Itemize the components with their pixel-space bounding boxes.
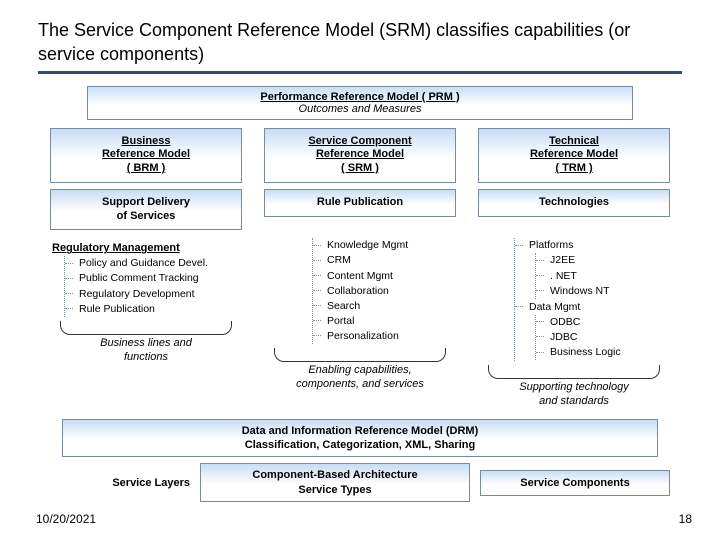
list-item: Business Logic [546,345,670,360]
model-row: Business Reference Model ( BRM ) Support… [50,128,670,231]
brm-bracket [60,321,232,335]
brm-sub-l1: Support Delivery [102,196,190,208]
trm-caption-l2: and standards [539,395,609,407]
trm-column: Technical Reference Model ( TRM ) Techno… [478,128,670,231]
list-item: Public Comment Tracking [75,271,242,286]
slide-title: The Service Component Reference Model (S… [38,18,682,67]
trm-bracket [488,365,660,379]
prm-title: Performance Reference Model ( PRM ) [94,91,626,103]
trm-caption: Supporting technology and standards [478,381,670,409]
srm-sub-box: Rule Publication [264,189,456,217]
brm-caption-l1: Business lines and [100,337,192,349]
trm-group-label: Data Mgmt [529,301,580,313]
drm-l1: Data and Information Reference Model (DR… [242,425,479,437]
trm-list: Platforms J2EE . NET Windows NT Data Mgm… [514,238,670,361]
srm-bracket [274,348,446,362]
diagram-area: Performance Reference Model ( PRM ) Outc… [38,86,682,502]
list-item: ODBC [546,315,670,330]
trm-caption-l1: Supporting technology [519,381,628,393]
list-item: CRM [323,253,456,268]
list-item: Rule Publication [75,302,242,317]
brm-group-title: Regulatory Management [52,242,242,254]
list-item: Platforms J2EE . NET Windows NT [525,238,670,300]
drm-l2: Classification, Categorization, XML, Sha… [245,439,475,451]
prm-subtitle: Outcomes and Measures [94,103,626,115]
srm-sub: Rule Publication [317,196,403,208]
brm-title-l1: Business [122,135,171,147]
brm-sub-l2: of Services [117,210,176,222]
brm-caption-l2: functions [124,351,168,363]
trm-title-l2: Reference Model [530,148,618,160]
trm-sub: Technologies [539,196,609,208]
arch-l2: Service Types [298,484,371,496]
srm-title-l1: Service Component [308,135,411,147]
brm-body: Regulatory Management Policy and Guidanc… [50,238,242,409]
srm-box: Service Component Reference Model ( SRM … [264,128,456,183]
list-item: J2EE [546,253,670,268]
arch-l1: Component-Based Architecture [252,469,417,481]
brm-list: Policy and Guidance Devel. Public Commen… [64,256,242,317]
trm-sub-box: Technologies [478,189,670,217]
service-components-box: Service Components [480,470,670,496]
list-item: Data Mgmt ODBC JDBC Business Logic [525,300,670,362]
list-item: Policy and Guidance Devel. [75,256,242,271]
list-item: . NET [546,269,670,284]
srm-caption-l2: components, and services [296,378,424,390]
srm-column: Service Component Reference Model ( SRM … [264,128,456,231]
footer-date: 10/20/2021 [36,512,96,526]
drm-box: Data and Information Reference Model (DR… [62,419,657,458]
trm-body: Platforms J2EE . NET Windows NT Data Mgm… [478,238,670,409]
list-item: Portal [323,314,456,329]
list-item: Content Mgmt [323,269,456,284]
srm-caption: Enabling capabilities, components, and s… [264,364,456,392]
brm-box: Business Reference Model ( BRM ) [50,128,242,183]
brm-column: Business Reference Model ( BRM ) Support… [50,128,242,231]
architecture-box: Component-Based Architecture Service Typ… [200,463,470,502]
srm-caption-l1: Enabling capabilities, [308,364,411,376]
trm-box: Technical Reference Model ( TRM ) [478,128,670,183]
list-item: Personalization [323,329,456,344]
srm-list: Knowledge Mgmt CRM Content Mgmt Collabor… [312,238,456,344]
list-item: Collaboration [323,284,456,299]
list-item: Search [323,299,456,314]
prm-box: Performance Reference Model ( PRM ) Outc… [87,86,633,120]
trm-title-l3: ( TRM ) [555,162,592,174]
srm-title-l3: ( SRM ) [341,162,379,174]
list-item: Knowledge Mgmt [323,238,456,253]
bottom-row: Service Layers Component-Based Architect… [50,463,670,502]
brm-title-l2: Reference Model [102,148,190,160]
trm-group-label: Platforms [529,239,573,251]
list-item: Windows NT [546,284,670,299]
list-item: JDBC [546,330,670,345]
brm-caption: Business lines and functions [50,337,242,365]
body-row: Regulatory Management Policy and Guidanc… [50,238,670,409]
trm-title-l1: Technical [549,135,599,147]
service-layers-label: Service Layers [50,477,200,489]
srm-body: Knowledge Mgmt CRM Content Mgmt Collabor… [264,238,456,409]
trm-sublist: J2EE . NET Windows NT [535,253,670,298]
srm-title-l2: Reference Model [316,148,404,160]
footer-page-number: 18 [679,512,692,526]
brm-title-l3: ( BRM ) [127,162,166,174]
list Item assent: Regulatory Development [75,287,242,302]
brm-sub-box: Support Delivery of Services [50,189,242,231]
title-underline [38,71,682,74]
trm-sublist: ODBC JDBC Business Logic [535,315,670,360]
